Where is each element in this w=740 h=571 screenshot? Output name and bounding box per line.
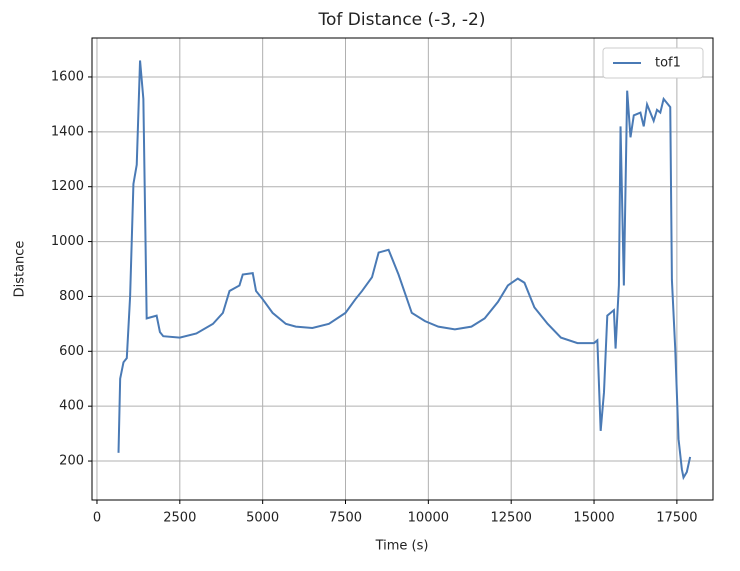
x-tick-label: 7500 bbox=[329, 511, 362, 526]
y-tick-label: 800 bbox=[59, 289, 84, 304]
y-tick-label: 1400 bbox=[51, 124, 84, 139]
y-tick-label: 1600 bbox=[51, 69, 84, 84]
x-axis-label: Time (s) bbox=[375, 539, 429, 554]
x-tick-label: 10000 bbox=[408, 511, 449, 526]
plot-frame bbox=[91, 37, 714, 501]
legend-box bbox=[602, 47, 704, 79]
x-tick-label: 12500 bbox=[491, 511, 532, 526]
x-tick-label: 17500 bbox=[656, 511, 697, 526]
y-tick-label: 1000 bbox=[51, 234, 84, 249]
y-tick-label: 1200 bbox=[51, 179, 84, 194]
legend-label: tof1 bbox=[655, 56, 681, 71]
line bbox=[117, 60, 692, 481]
x-tick-label: 0 bbox=[93, 511, 101, 526]
chart-title: Tof Distance (-3, -2) bbox=[318, 10, 486, 30]
y-axis-label: Distance bbox=[13, 241, 28, 298]
y-tick-label: 400 bbox=[59, 399, 84, 414]
x-tick-label: 2500 bbox=[163, 511, 196, 526]
x-tick-label: 15000 bbox=[573, 511, 614, 526]
x-tick-label: 5000 bbox=[246, 511, 279, 526]
y-tick-label: 600 bbox=[59, 344, 84, 359]
y-tick-label: 200 bbox=[59, 454, 84, 469]
